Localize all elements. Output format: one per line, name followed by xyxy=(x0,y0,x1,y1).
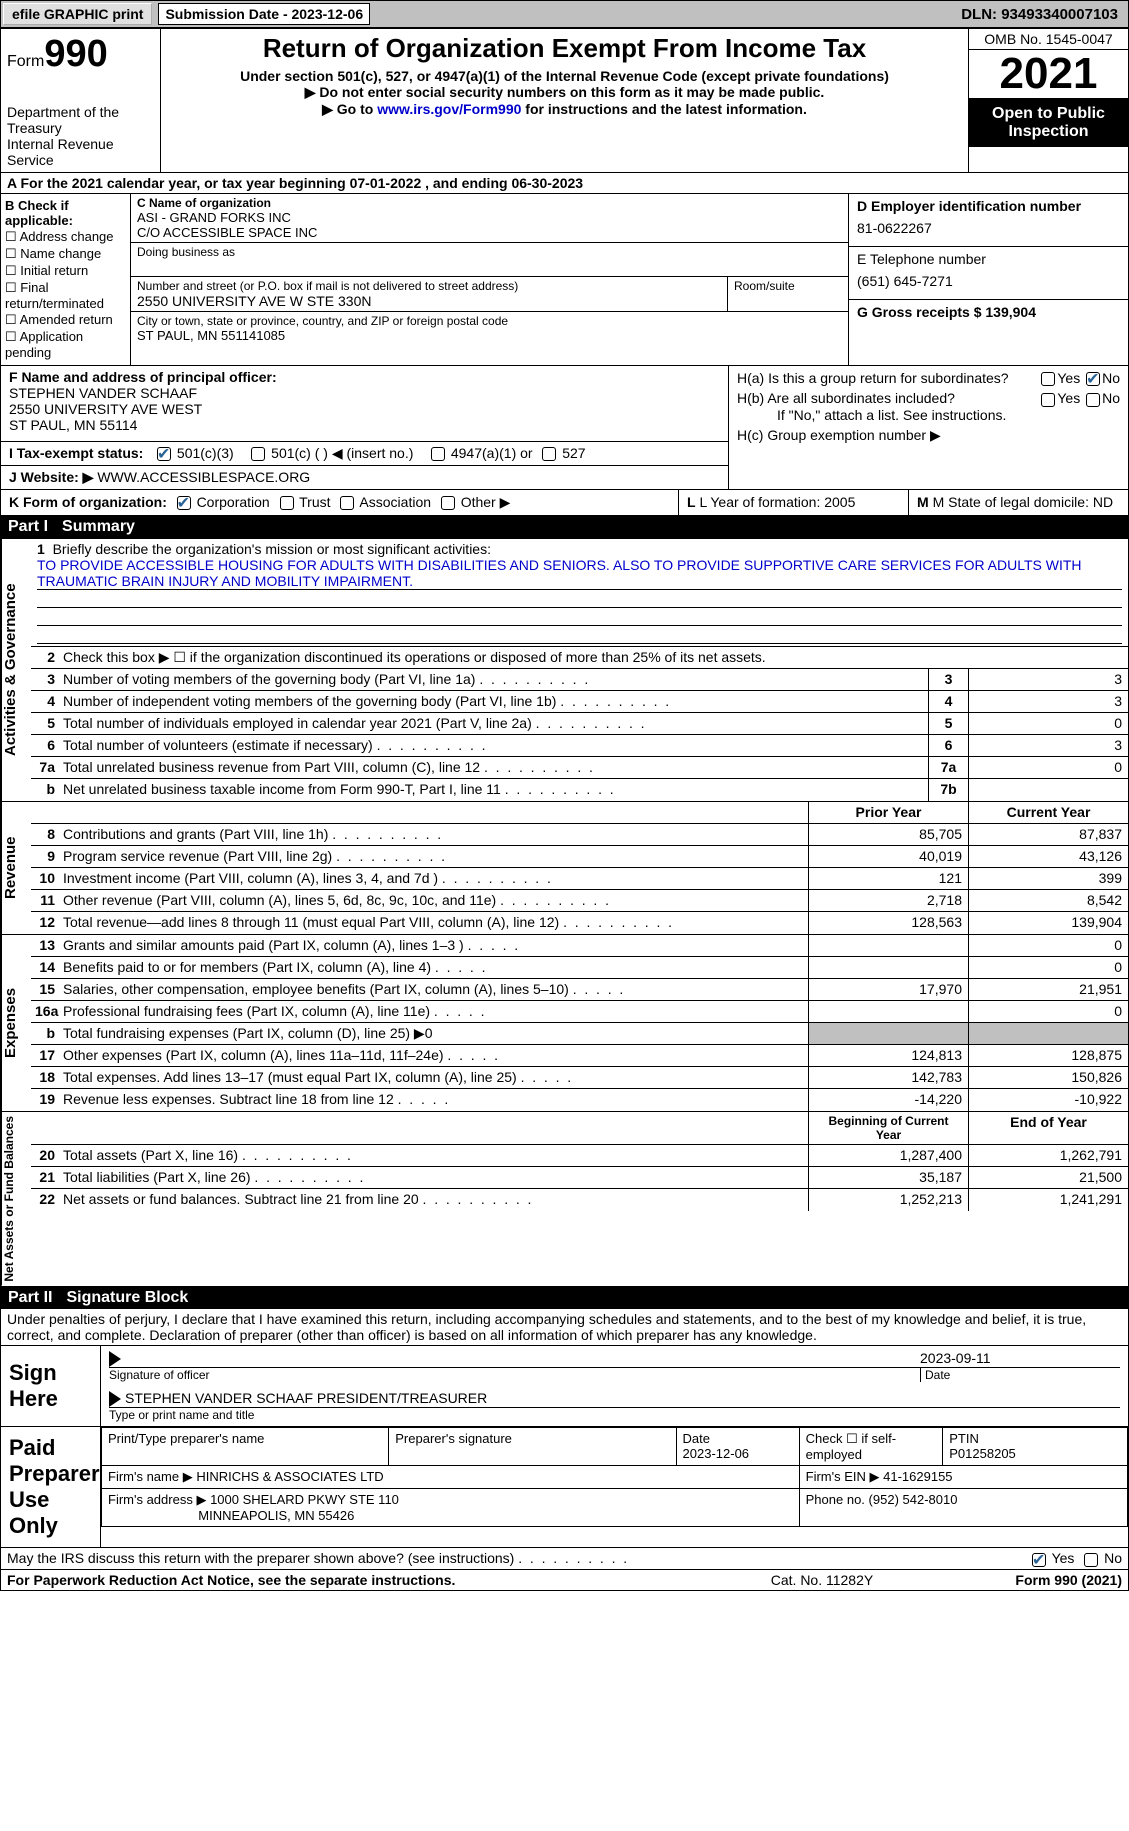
dln: DLN: 93493340007103 xyxy=(961,6,1128,23)
summary-net-assets: Net Assets or Fund Balances Beginning of… xyxy=(0,1112,1129,1287)
cb-501c[interactable] xyxy=(251,447,265,461)
preparer-table: Print/Type preparer's name Preparer's si… xyxy=(101,1427,1128,1527)
org-name: ASI - GRAND FORKS INC xyxy=(137,210,842,225)
sign-here-label: Sign Here xyxy=(1,1346,101,1427)
expense-line: 19Revenue less expenses. Subtract line 1… xyxy=(31,1089,1128,1111)
mission-text: TO PROVIDE ACCESSIBLE HOUSING FOR ADULTS… xyxy=(37,557,1122,590)
goto-note: ▶ Go to www.irs.gov/Form990 for instruct… xyxy=(169,101,960,118)
entity-info: B Check if applicable: ☐ Address change … xyxy=(0,194,1129,366)
irs-link[interactable]: www.irs.gov/Form990 xyxy=(377,101,521,117)
form-number: Form990 xyxy=(7,33,154,76)
dept-treasury: Department of the Treasury xyxy=(7,104,154,136)
arrow-icon xyxy=(109,1351,121,1367)
net-assets-line: 21Total liabilities (Part X, line 26)35,… xyxy=(31,1167,1128,1189)
revenue-line: 8Contributions and grants (Part VIII, li… xyxy=(31,824,1128,846)
ha-no[interactable] xyxy=(1086,372,1100,386)
room-suite-label: Room/suite xyxy=(728,277,848,311)
expense-line: bTotal fundraising expenses (Part IX, co… xyxy=(31,1023,1128,1045)
expense-line: 13Grants and similar amounts paid (Part … xyxy=(31,935,1128,957)
summary-expenses: Expenses 13Grants and similar amounts pa… xyxy=(0,935,1129,1112)
officer-name: STEPHEN VANDER SCHAAF xyxy=(9,385,197,401)
org-care-of: C/O ACCESSIBLE SPACE INC xyxy=(137,225,842,240)
net-assets-line: 22Net assets or fund balances. Subtract … xyxy=(31,1189,1128,1211)
efile-print-button[interactable]: efile GRAPHIC print xyxy=(3,3,152,25)
website-url: WWW.ACCESSIBLESPACE.ORG xyxy=(97,469,310,485)
summary-activities: Activities & Governance 1 Briefly descri… xyxy=(0,538,1129,802)
firm-name: HINRICHS & ASSOCIATES LTD xyxy=(196,1469,383,1484)
irs-label: Internal Revenue Service xyxy=(7,136,154,168)
hb-yes[interactable] xyxy=(1041,393,1055,407)
street-address: 2550 UNIVERSITY AVE W STE 330N xyxy=(137,293,721,309)
perjury-declaration: Under penalties of perjury, I declare th… xyxy=(0,1309,1129,1346)
ein: 81-0622267 xyxy=(857,214,1120,242)
cb-trust[interactable] xyxy=(280,496,294,510)
open-inspection: Open to Public Inspection xyxy=(969,99,1128,147)
top-bar: efile GRAPHIC print Submission Date - 20… xyxy=(0,0,1129,28)
omb-number: OMB No. 1545-0047 xyxy=(969,29,1128,50)
submission-date: Submission Date - 2023-12-06 xyxy=(158,3,370,25)
expense-line: 15Salaries, other compensation, employee… xyxy=(31,979,1128,1001)
discuss-no[interactable] xyxy=(1084,1553,1098,1567)
part2-header: Part II Signature Block xyxy=(0,1287,1129,1309)
form-header: Form990 Department of the Treasury Inter… xyxy=(0,28,1129,173)
summary-line: 3Number of voting members of the governi… xyxy=(31,669,1128,691)
col-b-checkboxes: B Check if applicable: ☐ Address change … xyxy=(1,194,131,365)
paid-preparer-label: Paid Preparer Use Only xyxy=(1,1427,101,1547)
page-footer: For Paperwork Reduction Act Notice, see … xyxy=(0,1570,1129,1591)
cb-assoc[interactable] xyxy=(340,496,354,510)
revenue-line: 12Total revenue—add lines 8 through 11 (… xyxy=(31,912,1128,934)
ssn-note: ▶ Do not enter social security numbers o… xyxy=(169,84,960,101)
tax-exempt-status: I Tax-exempt status: 501(c)(3) 501(c) ( … xyxy=(1,442,728,466)
ha-yes[interactable] xyxy=(1041,372,1055,386)
expense-line: 16aProfessional fundraising fees (Part I… xyxy=(31,1001,1128,1023)
ptin: P01258205 xyxy=(949,1446,1016,1461)
expense-line: 17Other expenses (Part IX, column (A), l… xyxy=(31,1045,1128,1067)
cb-501c3[interactable] xyxy=(157,447,171,461)
expense-line: 14Benefits paid to or for members (Part … xyxy=(31,957,1128,979)
section-f-to-j: F Name and address of principal officer:… xyxy=(0,366,1129,490)
arrow-icon xyxy=(109,1391,121,1407)
cb-other[interactable] xyxy=(441,496,455,510)
firm-ein: 41-1629155 xyxy=(883,1469,952,1484)
telephone: (651) 645-7271 xyxy=(857,267,1120,295)
firm-phone: (952) 542-8010 xyxy=(869,1492,958,1507)
row-a-tax-year: A For the 2021 calendar year, or tax yea… xyxy=(0,173,1129,194)
part1-header: Part I Summary xyxy=(0,516,1129,538)
net-assets-line: 20Total assets (Part X, line 16)1,287,40… xyxy=(31,1145,1128,1167)
cb-4947[interactable] xyxy=(431,447,445,461)
cb-527[interactable] xyxy=(542,447,556,461)
gross-receipts: G Gross receipts $ 139,904 xyxy=(857,304,1120,320)
signature-block: Sign Here 2023-09-11 Signature of office… xyxy=(0,1346,1129,1549)
col-d-ein-phone: D Employer identification number 81-0622… xyxy=(848,194,1128,365)
revenue-line: 9Program service revenue (Part VIII, lin… xyxy=(31,846,1128,868)
form-title: Return of Organization Exempt From Incom… xyxy=(169,33,960,64)
revenue-line: 11Other revenue (Part VIII, column (A), … xyxy=(31,890,1128,912)
expense-line: 18Total expenses. Add lines 13–17 (must … xyxy=(31,1067,1128,1089)
discuss-yes[interactable] xyxy=(1032,1553,1046,1567)
summary-line: 5Total number of individuals employed in… xyxy=(31,713,1128,735)
row-k-l-m: K Form of organization: Corporation Trus… xyxy=(0,490,1129,516)
state-domicile: M M State of legal domicile: ND xyxy=(908,490,1128,515)
discuss-row: May the IRS discuss this return with the… xyxy=(0,1548,1129,1569)
city-state-zip: ST PAUL, MN 551141085 xyxy=(137,328,842,343)
vtab-net-assets: Net Assets or Fund Balances xyxy=(1,1112,31,1286)
form-subtitle: Under section 501(c), 527, or 4947(a)(1)… xyxy=(169,68,960,84)
vtab-revenue: Revenue xyxy=(1,802,31,934)
tax-year: 2021 xyxy=(969,50,1128,99)
vtab-expenses: Expenses xyxy=(1,935,31,1111)
cb-corp[interactable] xyxy=(177,496,191,510)
year-formation: L L Year of formation: 2005 xyxy=(678,490,908,515)
summary-revenue: Revenue Prior Year Current Year 8Contrib… xyxy=(0,802,1129,935)
summary-line: 6Total number of volunteers (estimate if… xyxy=(31,735,1128,757)
summary-line: 7aTotal unrelated business revenue from … xyxy=(31,757,1128,779)
officer-signature-name: STEPHEN VANDER SCHAAF PRESIDENT/TREASURE… xyxy=(125,1390,487,1406)
hb-no[interactable] xyxy=(1086,393,1100,407)
summary-line: bNet unrelated business taxable income f… xyxy=(31,779,1128,801)
col-c-name-addr: C Name of organization ASI - GRAND FORKS… xyxy=(131,194,848,365)
summary-line: 4Number of independent voting members of… xyxy=(31,691,1128,713)
website-row: J Website: ▶ WWW.ACCESSIBLESPACE.ORG xyxy=(1,466,728,489)
revenue-line: 10Investment income (Part VIII, column (… xyxy=(31,868,1128,890)
vtab-activities: Activities & Governance xyxy=(1,539,31,801)
